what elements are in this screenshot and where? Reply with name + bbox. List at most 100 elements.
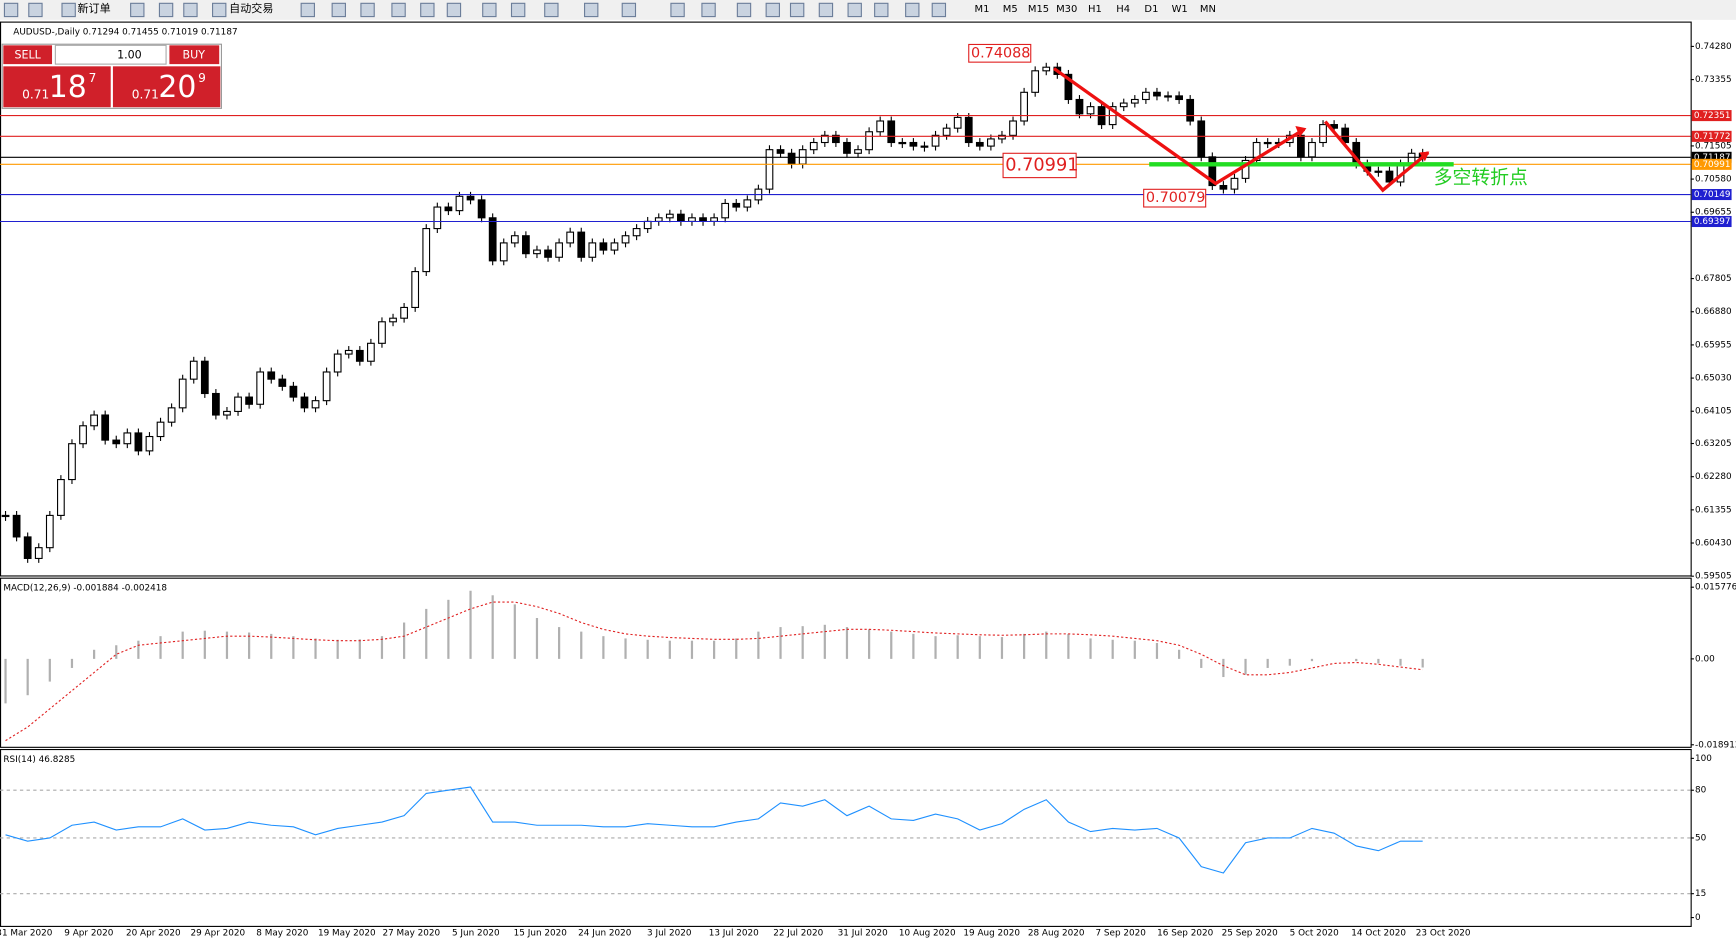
x-tick-label: 23 Oct 2020 [1416, 929, 1471, 939]
candle [820, 134, 829, 144]
candle [610, 242, 619, 251]
timeframe[interactable]: H1 [1088, 4, 1102, 15]
y-tick-label: 0.70580 [1695, 175, 1732, 185]
candle [57, 479, 65, 516]
buy-label[interactable]: BUY [183, 48, 206, 61]
x-tick-label: 7 Sep 2020 [1095, 929, 1146, 939]
candle [998, 134, 1006, 140]
candle [566, 231, 575, 244]
y-tick-label: 0.59505 [1695, 572, 1732, 582]
candle [533, 249, 541, 255]
candle [23, 536, 32, 559]
x-tick-label: 16 Sep 2020 [1157, 929, 1213, 939]
timeframe[interactable]: W1 [1172, 4, 1188, 15]
rsi-line [5, 786, 1423, 874]
tool-icon[interactable] [931, 2, 947, 18]
candle [876, 120, 885, 133]
timeframe[interactable]: M5 [1003, 4, 1018, 15]
tool-icon[interactable] [584, 2, 599, 18]
candle [621, 235, 630, 244]
x-tick-label: 5 Oct 2020 [1290, 929, 1339, 939]
x-tick-label: 15 Jun 2020 [514, 929, 568, 939]
level-label: 0.70991 [1694, 160, 1731, 170]
sell-label[interactable]: SELL [15, 48, 42, 61]
candle [355, 349, 364, 362]
tool-icon[interactable] [482, 2, 497, 18]
x-tick-label: 9 Apr 2020 [64, 929, 113, 939]
candle [156, 421, 165, 438]
candle [245, 396, 253, 405]
tool-icon[interactable] [905, 2, 920, 18]
candle [643, 220, 652, 230]
level-tag [1691, 158, 1732, 170]
candle [400, 306, 408, 319]
tool-icon[interactable] [765, 2, 780, 18]
tool-icon[interactable] [3, 2, 19, 18]
candle [843, 141, 851, 154]
candle [776, 149, 785, 154]
signal-line [5, 601, 1423, 742]
tool-icon[interactable] [391, 2, 406, 18]
panel-frame [0, 21, 1692, 577]
y-tick-label: 0.66880 [1695, 307, 1732, 317]
tool-icon[interactable] [544, 2, 559, 18]
x-tick-label: 25 Sep 2020 [1222, 929, 1278, 939]
candle [1031, 70, 1040, 93]
tool-icon[interactable] [874, 2, 889, 18]
tool-icon[interactable] [331, 2, 346, 18]
candle [422, 228, 431, 273]
candle [809, 141, 818, 151]
y-tick-label: 0.015776 [1695, 583, 1736, 593]
tool-icon[interactable] [736, 2, 752, 18]
candle [721, 202, 730, 219]
tool-icon[interactable] [701, 2, 716, 18]
tool-icon[interactable] [158, 2, 174, 18]
candle [1042, 66, 1051, 72]
y-tick-label: 0.61355 [1695, 505, 1732, 515]
tool-icon[interactable] [789, 2, 805, 18]
buy-button[interactable] [169, 45, 220, 65]
candle [367, 342, 375, 362]
x-tick-label: 5 Jun 2020 [452, 929, 500, 939]
lots[interactable]: 1.00 [117, 48, 142, 61]
new-order[interactable]: 新订单 [78, 1, 111, 15]
lots-input[interactable] [54, 44, 167, 65]
candle [112, 439, 121, 445]
candle [499, 242, 508, 262]
tool-icon[interactable] [621, 2, 637, 18]
tool-icon[interactable] [420, 2, 435, 18]
sell-button[interactable] [3, 45, 53, 65]
x-tick-label: 29 Apr 2020 [190, 929, 245, 939]
tool-icon[interactable] [28, 2, 43, 18]
tool-icon[interactable] [510, 2, 526, 18]
candle [1064, 73, 1073, 101]
candle [588, 242, 597, 258]
timeframe[interactable]: D1 [1144, 4, 1158, 15]
tool-icon[interactable] [130, 2, 145, 18]
auto-trading[interactable]: 自动交易 [229, 1, 273, 15]
plots: 0.74280 0.73355 0.71505 0.70580 0.69655 0.678… [0, 21, 1736, 939]
timeframe[interactable]: M30 [1056, 4, 1077, 15]
tool-icon[interactable] [300, 2, 315, 18]
candle [699, 217, 707, 222]
y-tick-label: 0.60430 [1695, 539, 1732, 549]
buy-price-box[interactable] [112, 66, 221, 108]
tool-icon[interactable] [670, 2, 685, 18]
tool-icon[interactable] [212, 2, 227, 18]
tool-icon[interactable] [183, 2, 198, 18]
rsi-title: RSI(14) 46.8285 [3, 755, 75, 765]
timeframe[interactable]: M15 [1028, 4, 1049, 15]
sell-price-box[interactable] [3, 66, 111, 108]
candle [178, 378, 187, 409]
timeframe[interactable]: MN [1200, 4, 1216, 15]
level-tag [1691, 151, 1732, 163]
timeframe[interactable]: H4 [1116, 4, 1130, 15]
tool-icon[interactable] [360, 2, 375, 18]
tool-icon[interactable] [446, 2, 462, 18]
tool-icon[interactable] [61, 2, 76, 18]
candle [577, 231, 586, 258]
candle [665, 213, 674, 219]
tool-icon[interactable] [847, 2, 862, 18]
tool-icon[interactable] [818, 2, 834, 18]
timeframe[interactable]: M1 [975, 4, 990, 15]
